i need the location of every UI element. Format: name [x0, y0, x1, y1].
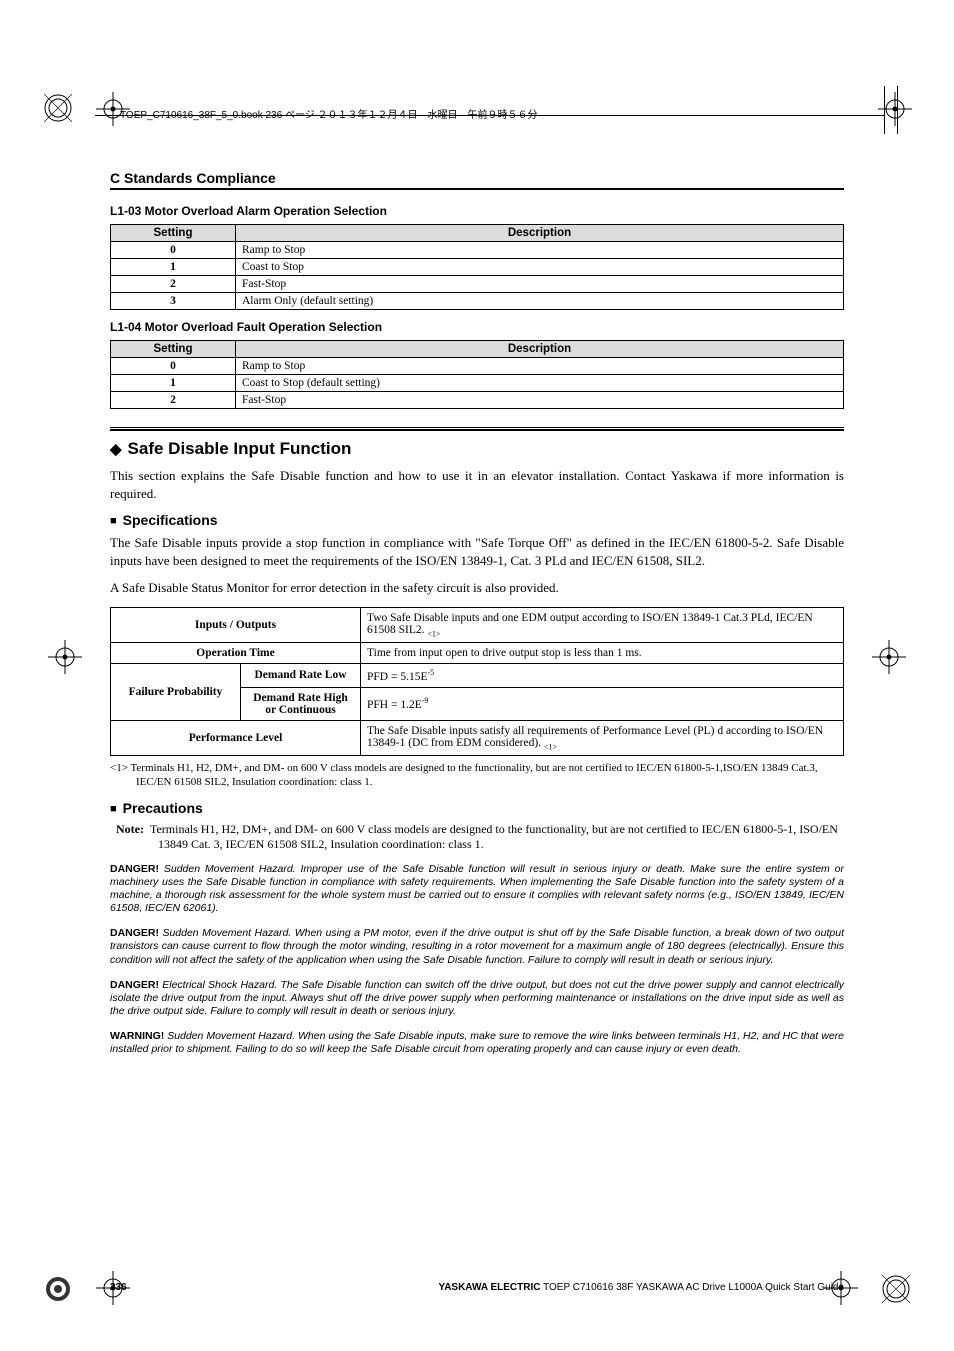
col-setting: Setting: [111, 341, 236, 358]
warning-1: WARNING! Sudden Movement Hazard. When us…: [110, 1030, 844, 1056]
print-mark-tl: [42, 92, 74, 124]
heading-text: Precautions: [123, 800, 203, 816]
note-block: Note: Terminals H1, H2, DM+, and DM- on …: [110, 822, 844, 853]
row-sublabel: Demand Rate High or Continuous: [241, 687, 361, 720]
col-description: Description: [236, 225, 844, 242]
print-mark-cross-ml: [48, 640, 82, 674]
print-mark-bl: [42, 1273, 74, 1305]
row-value: Time from input open to drive output sto…: [361, 643, 844, 664]
footnote-ref: <1>: [544, 742, 557, 751]
col-setting: Setting: [111, 225, 236, 242]
chapter-rule: [110, 188, 844, 190]
l1-03-table: Setting Description 0Ramp to Stop 1Coast…: [110, 224, 844, 310]
cell: 1: [111, 375, 236, 392]
chapter-heading: C Standards Compliance: [110, 170, 844, 186]
square-icon: ■: [110, 803, 117, 815]
specifications-heading: ■ Specifications: [110, 512, 844, 528]
header-vline: [884, 86, 885, 134]
spec-paragraph-2: A Safe Disable Status Monitor for error …: [110, 579, 844, 597]
spec-table: Inputs / Outputs Two Safe Disable inputs…: [110, 607, 844, 756]
row-value: PFH = 1.2E-9: [361, 687, 844, 720]
cell: Ramp to Stop: [236, 358, 844, 375]
l1-04-title: L1-04 Motor Overload Fault Operation Sel…: [110, 320, 844, 334]
print-mark-br: [880, 1273, 912, 1305]
square-icon: ■: [110, 515, 117, 527]
section-rule: [110, 427, 844, 431]
cell: 3: [111, 293, 236, 310]
note-text: Terminals H1, H2, DM+, and DM- on 600 V …: [150, 822, 838, 852]
cell: 2: [111, 392, 236, 409]
footer-text: YASKAWA ELECTRIC TOEP C710616 38F YASKAW…: [438, 1282, 844, 1293]
footnote-ref: <1>: [427, 629, 440, 638]
cell: Fast-Stop: [236, 392, 844, 409]
l1-04-table: Setting Description 0Ramp to Stop 1Coast…: [110, 340, 844, 409]
print-mark-cross-mr: [872, 640, 906, 674]
note-label: Note:: [116, 822, 144, 836]
row-sublabel: Demand Rate Low: [241, 664, 361, 688]
page-number: 236: [110, 1282, 127, 1293]
row-value: Two Safe Disable inputs and one EDM outp…: [361, 607, 844, 642]
page-footer: 236 YASKAWA ELECTRIC TOEP C710616 38F YA…: [110, 1282, 844, 1293]
book-header: TOEP_C710616_38F_5_0.book 236 ページ ２０１３年１…: [120, 106, 538, 121]
precautions-heading: ■ Precautions: [110, 800, 844, 816]
heading-text: Specifications: [123, 512, 218, 528]
danger-2: DANGER! Sudden Movement Hazard. When usi…: [110, 927, 844, 966]
cell: Coast to Stop (default setting): [236, 375, 844, 392]
intro-paragraph: This section explains the Safe Disable f…: [110, 467, 844, 502]
row-label: Operation Time: [111, 643, 361, 664]
row-label: Performance Level: [111, 720, 361, 755]
danger-1: DANGER! Sudden Movement Hazard. Improper…: [110, 863, 844, 916]
danger-3: DANGER! Electrical Shock Hazard. The Saf…: [110, 979, 844, 1018]
diamond-icon: ◆: [110, 441, 122, 458]
row-value: The Safe Disable inputs satisfy all requ…: [361, 720, 844, 755]
l1-03-title: L1-03 Motor Overload Alarm Operation Sel…: [110, 204, 844, 218]
page: TOEP_C710616_38F_5_0.book 236 ページ ２０１３年１…: [0, 0, 954, 1351]
cell: Ramp to Stop: [236, 242, 844, 259]
header-vline-2: [897, 86, 898, 134]
table-footnote: <1> Terminals H1, H2, DM+, and DM- on 60…: [110, 762, 844, 790]
safe-disable-heading: ◆ Safe Disable Input Function: [110, 439, 844, 459]
cell: Alarm Only (default setting): [236, 293, 844, 310]
spec-paragraph-1: The Safe Disable inputs provide a stop f…: [110, 534, 844, 569]
heading-text: Safe Disable Input Function: [128, 439, 352, 458]
col-description: Description: [236, 341, 844, 358]
cell: 2: [111, 276, 236, 293]
row-label: Failure Probability: [111, 664, 241, 721]
row-value: PFD = 5.15E-5: [361, 664, 844, 688]
cell: 1: [111, 259, 236, 276]
cell: 0: [111, 242, 236, 259]
cell: Coast to Stop: [236, 259, 844, 276]
cell: Fast-Stop: [236, 276, 844, 293]
cell: 0: [111, 358, 236, 375]
row-label: Inputs / Outputs: [111, 607, 361, 642]
